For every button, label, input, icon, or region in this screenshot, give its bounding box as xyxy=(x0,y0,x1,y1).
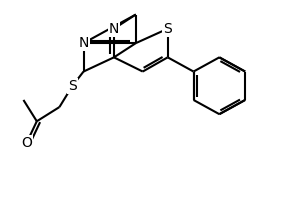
Text: N: N xyxy=(109,22,119,36)
Text: S: S xyxy=(163,22,172,36)
Text: O: O xyxy=(21,136,32,150)
Text: S: S xyxy=(68,79,77,93)
Text: N: N xyxy=(78,36,89,50)
